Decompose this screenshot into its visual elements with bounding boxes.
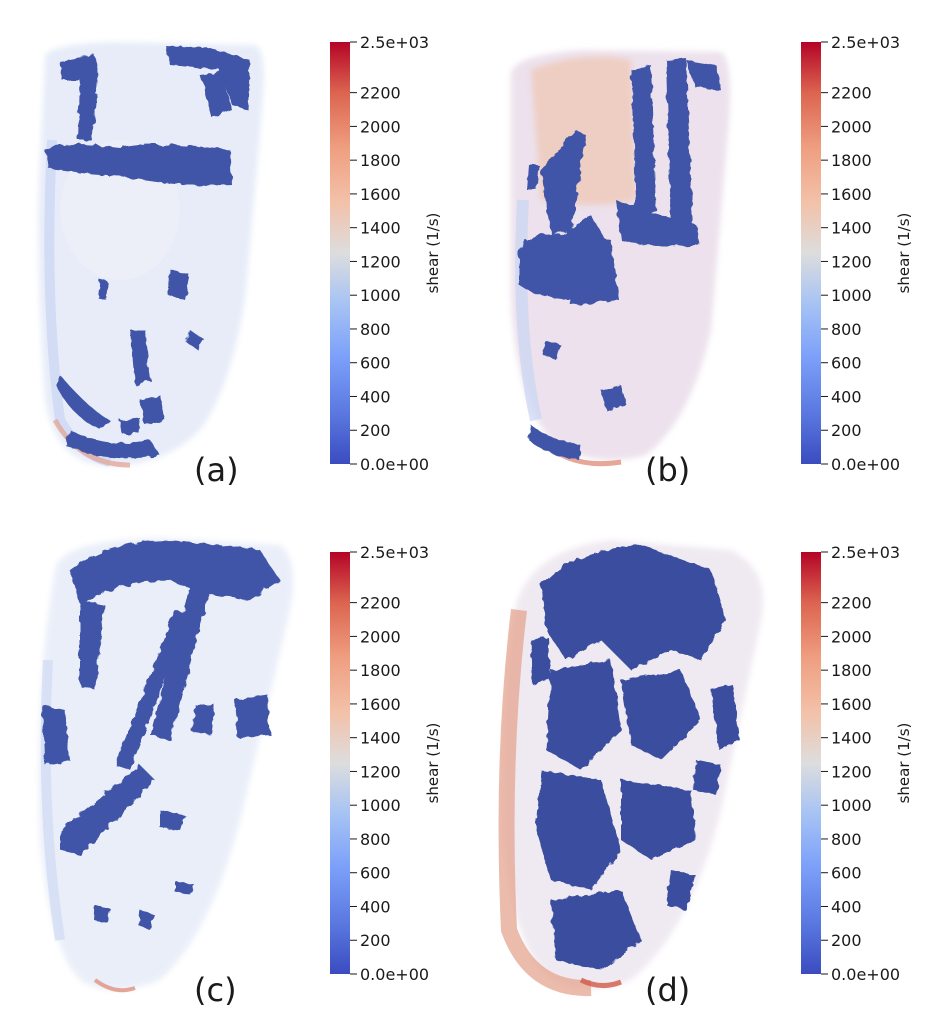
colorbar-tick-label: 1200 [831, 762, 872, 781]
colorbar-tick-label: 0.0e+00 [360, 965, 429, 980]
colorbar-title: shear (1/s) [424, 213, 442, 294]
colorbar-tick-label: 1200 [360, 762, 401, 781]
colorbar-tick-label: 2000 [831, 117, 872, 136]
colorbar-tick-label: 2200 [360, 84, 401, 103]
colorbar-gradient [801, 42, 821, 464]
colorbar-tick-label: 1000 [831, 796, 872, 815]
colorbar-tick-label: 2200 [831, 84, 872, 103]
colorbar-tick-label: 1600 [360, 695, 401, 714]
colorbar-gradient [330, 42, 350, 464]
colorbar-tick-label: 200 [360, 421, 391, 440]
colorbar-tick-label: 2000 [360, 627, 401, 646]
colorbar-tick-label: 800 [831, 830, 862, 849]
colorbar-tick-label: 2000 [360, 117, 401, 136]
colorbar-tick-label: 0.0e+00 [831, 965, 900, 980]
colorbar-tick-label: 0.0e+00 [360, 455, 429, 470]
colorbar-tick-label: 600 [831, 864, 862, 883]
colorbar-tick-label: 1400 [360, 729, 401, 748]
colorbar-tick-label: 1600 [831, 185, 872, 204]
panel-d: (d) [471, 510, 942, 1020]
colorbar-tick-label: 400 [360, 897, 391, 916]
colorbar-tick-label: 1400 [360, 219, 401, 238]
colorbar-tick-label: 2.5e+03 [831, 33, 900, 52]
panel-c: (c) [0, 510, 471, 1020]
colorbar-tick-label: 2.5e+03 [360, 543, 429, 562]
colorbar-tick-label: 200 [831, 421, 862, 440]
colorbar-tick-label: 1200 [831, 252, 872, 271]
colorbar-tick-label: 1600 [831, 695, 872, 714]
colorbar-tick-label: 800 [360, 320, 391, 339]
colorbar-tick-label: 1200 [360, 252, 401, 271]
colorbar-tick-label: 1800 [360, 661, 401, 680]
colorbar-tick-label: 2200 [831, 594, 872, 613]
panel-b-render [511, 50, 730, 467]
panel-label: (a) [194, 451, 239, 489]
colorbar-title: shear (1/s) [895, 213, 913, 294]
colorbar-tick-label: 1800 [831, 661, 872, 680]
colorbar-tick-label: 400 [831, 387, 862, 406]
colorbar-tick-label: 1400 [831, 729, 872, 748]
colorbar-c: 2.5e+03 2200 2000 1800 1600 1400 1200 1000 800 60… [330, 543, 442, 980]
panel-a: (a) [0, 0, 471, 510]
panel-a-render [38, 42, 264, 468]
panel-b: (b) [471, 0, 942, 510]
panel-label: (b) [645, 451, 691, 489]
colorbar-d: 2.5e+03 2200 2000 1800 1600 1400 1200 1000 800 60… [801, 543, 913, 980]
colorbar-title: shear (1/s) [424, 723, 442, 804]
panel-c-render [39, 538, 294, 993]
colorbar-tick-label: 600 [360, 864, 391, 883]
colorbar-tick-label: 800 [831, 320, 862, 339]
colorbar-tick-label: 200 [360, 931, 391, 950]
colorbar-tick-label: 2.5e+03 [831, 543, 900, 562]
colorbar-a: 2.5e+03 2200 2000 1800 1600 1400 1200 1000 800 60… [330, 33, 442, 470]
colorbar-tick-label: 2200 [360, 594, 401, 613]
colorbar-b: 2.5e+03 2200 2000 1800 1600 1400 1200 1000 800 60… [801, 33, 913, 470]
colorbar-tick-label: 0.0e+00 [831, 455, 900, 470]
colorbar-tick-label: 1000 [831, 286, 872, 305]
colorbar-gradient [801, 552, 821, 974]
colorbar-tick-label: 1400 [831, 219, 872, 238]
colorbar-tick-label: 1000 [360, 286, 401, 305]
colorbar-title: shear (1/s) [895, 723, 913, 804]
colorbar-tick-label: 2.5e+03 [360, 33, 429, 52]
colorbar-gradient [330, 552, 350, 974]
colorbar-tick-label: 1000 [360, 796, 401, 815]
colorbar-tick-label: 600 [360, 354, 391, 373]
colorbar-tick-label: 600 [831, 354, 862, 373]
colorbar-tick-label: 1600 [360, 185, 401, 204]
colorbar-tick-label: 400 [831, 897, 862, 916]
colorbar-tick-label: 2000 [831, 627, 872, 646]
panel-d-render [498, 540, 763, 997]
colorbar-tick-label: 800 [360, 830, 391, 849]
panel-label: (c) [194, 971, 237, 1009]
colorbar-tick-label: 400 [360, 387, 391, 406]
colorbar-tick-label: 200 [831, 931, 862, 950]
panel-label: (d) [645, 971, 691, 1009]
colorbar-tick-label: 1800 [831, 151, 872, 170]
colorbar-tick-label: 1800 [360, 151, 401, 170]
